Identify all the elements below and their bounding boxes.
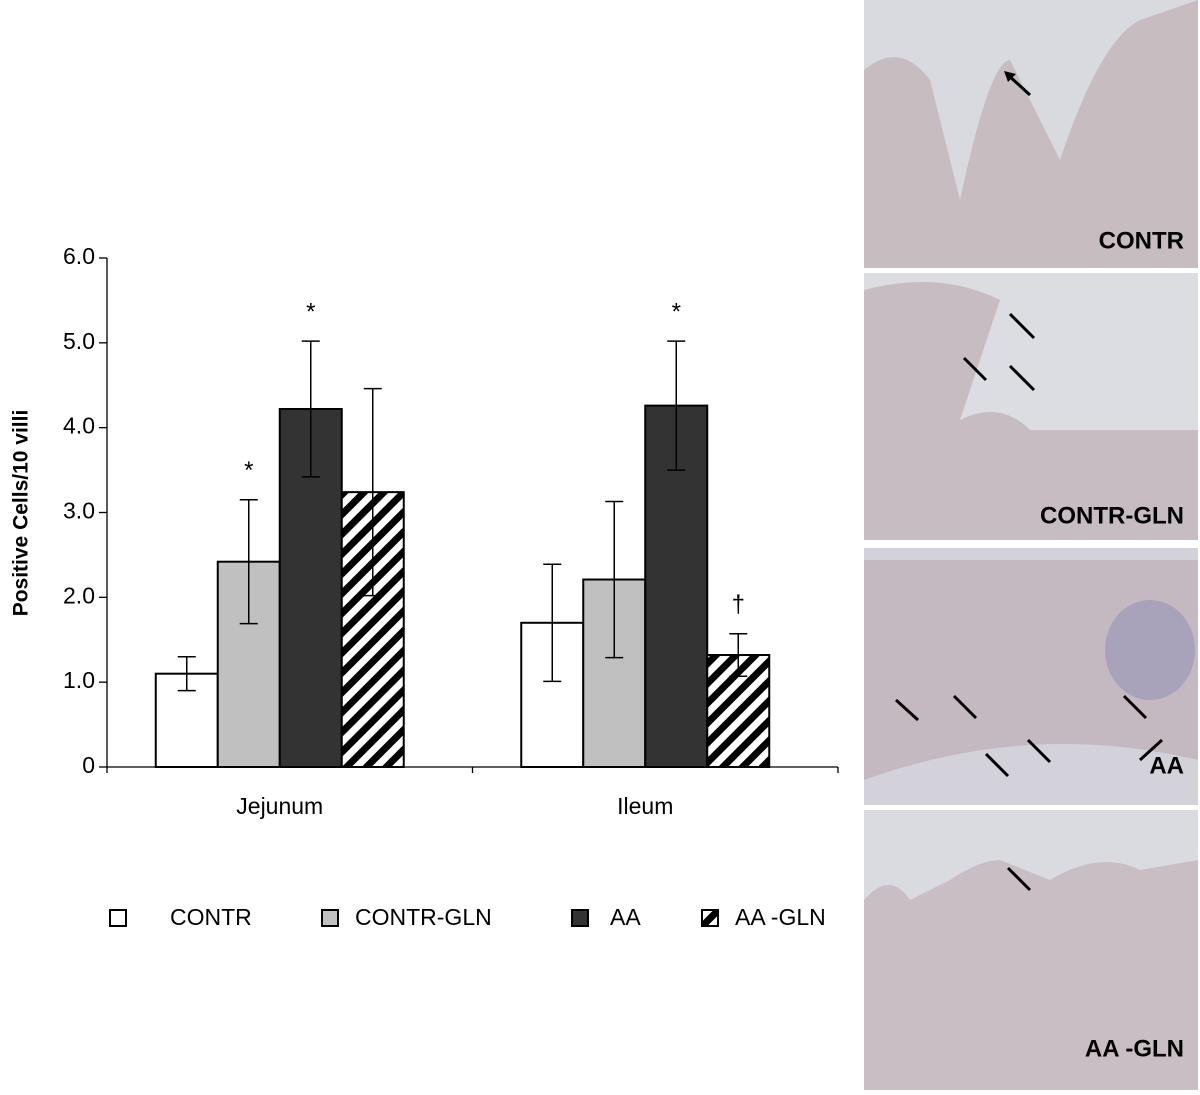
legend-swatch (321, 909, 339, 927)
micrograph (864, 0, 1198, 268)
y-tick-label: 3.0 (63, 498, 95, 524)
legend-label: AA -GLN (735, 904, 826, 930)
y-tick-label: 4.0 (63, 413, 95, 439)
legend-swatch (571, 909, 589, 927)
micrograph-label: CONTR-GLN (1040, 502, 1184, 529)
y-tick-label: 2.0 (63, 582, 95, 608)
micrograph-panels (864, 0, 1198, 1090)
y-tick-label: 5.0 (63, 328, 95, 354)
significance-mark: † (732, 591, 745, 618)
legend-swatch (109, 909, 127, 927)
micrograph (864, 273, 1198, 540)
micrograph-label: AA -GLN (1085, 1035, 1184, 1062)
micrograph (864, 548, 1198, 805)
micrograph-label: AA (1149, 752, 1184, 779)
x-tick-label: Ileum (617, 793, 673, 819)
significance-mark: * (672, 298, 681, 325)
significance-mark: * (306, 298, 315, 325)
legend-label: AA (610, 904, 641, 930)
x-tick-label: Jejunum (236, 793, 323, 819)
legend-swatch (701, 909, 719, 927)
y-tick-label: 1.0 (63, 667, 95, 693)
y-tick-label: 0 (82, 752, 95, 778)
legend-label: CONTR-GLN (355, 904, 492, 930)
micrograph-label: CONTR (1099, 227, 1184, 254)
micrograph (864, 810, 1198, 1090)
significance-mark: * (244, 457, 253, 484)
y-axis-label: Positive Cells/10 villi (10, 410, 33, 617)
legend-label: CONTR (170, 904, 252, 930)
y-tick-label: 6.0 (63, 243, 95, 269)
